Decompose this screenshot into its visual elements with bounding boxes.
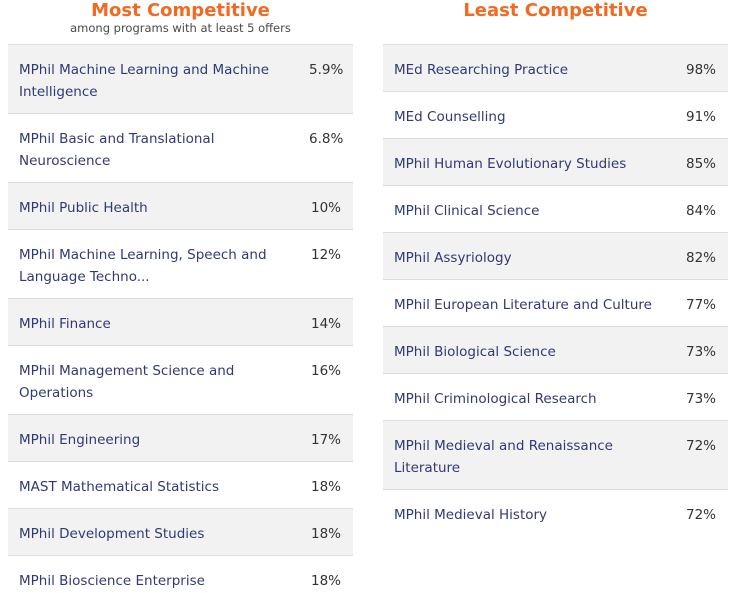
list-item: MPhil Finance 14% [8, 299, 353, 346]
list-item: MPhil Engineering 17% [8, 415, 353, 462]
acceptance-rate: 5.9% [309, 62, 344, 78]
program-link[interactable]: MPhil Assyriology [394, 250, 512, 266]
program-link[interactable]: MPhil Criminological Research [394, 391, 597, 407]
list-item: MAST Mathematical Statistics 18% [8, 462, 353, 509]
program-link[interactable]: MEd Counselling [394, 109, 506, 125]
least-competitive-list: MEd Researching Practice 98% MEd Counsel… [383, 44, 728, 537]
program-link[interactable]: MPhil Finance [19, 316, 111, 332]
program-link[interactable]: MPhil European Literature and Culture [394, 297, 652, 313]
list-item: MPhil Medieval and Renaissance Literatur… [383, 421, 728, 490]
most-competitive-list: MPhil Machine Learning and Machine Intel… [8, 44, 353, 593]
acceptance-rate: 84% [685, 203, 716, 219]
list-item: MPhil Human Evolutionary Studies 85% [383, 139, 728, 186]
list-item: MPhil Bioscience Enterprise 18% [8, 556, 353, 593]
acceptance-rate: 91% [685, 109, 716, 125]
acceptance-rate: 73% [685, 391, 716, 407]
program-link[interactable]: MAST Mathematical Statistics [19, 479, 219, 495]
list-item: MPhil Development Studies 18% [8, 509, 353, 556]
list-item: MPhil Criminological Research 73% [383, 374, 728, 421]
acceptance-rate: 77% [685, 297, 716, 313]
acceptance-rate: 72% [685, 507, 716, 523]
program-link[interactable]: MPhil Medieval History [394, 507, 548, 523]
acceptance-rate: 10% [310, 200, 341, 216]
acceptance-rate: 17% [310, 432, 341, 448]
program-link[interactable]: MPhil Engineering [19, 432, 141, 448]
acceptance-rate: 14% [310, 316, 341, 332]
program-link[interactable]: MPhil Machine Learning and Machine Intel… [19, 62, 270, 100]
least-competitive-title: Least Competitive [463, 0, 648, 21]
list-item: MPhil Medieval History 72% [383, 490, 728, 537]
list-item: MPhil Machine Learning, Speech and Langu… [8, 230, 353, 299]
program-link[interactable]: MPhil Bioscience Enterprise [19, 573, 205, 589]
program-link[interactable]: MPhil Machine Learning, Speech and Langu… [19, 247, 267, 285]
program-link[interactable]: MPhil Basic and Translational Neuroscien… [19, 131, 215, 169]
program-link[interactable]: MEd Researching Practice [394, 62, 569, 78]
most-competitive-header: Most Competitive among programs with at … [8, 0, 353, 44]
acceptance-rate: 72% [685, 438, 716, 454]
program-link[interactable]: MPhil Development Studies [19, 526, 205, 542]
most-competitive-title: Most Competitive [91, 0, 270, 21]
program-link[interactable]: MPhil Human Evolutionary Studies [394, 156, 627, 172]
list-item: MPhil Biological Science 73% [383, 327, 728, 374]
program-link[interactable]: MPhil Biological Science [394, 344, 556, 360]
program-link[interactable]: MPhil Medieval and Renaissance Literatur… [394, 438, 613, 476]
list-item: MPhil Management Science and Operations … [8, 346, 353, 415]
least-competitive-panel: Least Competitive MEd Researching Practi… [383, 0, 728, 537]
program-link[interactable]: MPhil Clinical Science [394, 203, 540, 219]
acceptance-rate: 82% [685, 250, 716, 266]
acceptance-rate: 18% [310, 479, 341, 495]
most-competitive-panel: Most Competitive among programs with at … [8, 0, 353, 593]
program-link[interactable]: MPhil Management Science and Operations [19, 363, 235, 401]
acceptance-rate: 18% [310, 526, 341, 542]
acceptance-rate: 98% [685, 62, 716, 78]
acceptance-rate: 16% [310, 363, 341, 379]
acceptance-rate: 12% [310, 247, 341, 263]
list-item: MPhil Basic and Translational Neuroscien… [8, 114, 353, 183]
acceptance-rate: 18% [310, 573, 341, 589]
list-item: MEd Counselling 91% [383, 92, 728, 139]
list-item: MPhil Public Health 10% [8, 183, 353, 230]
most-competitive-subtitle: among programs with at least 5 offers [70, 21, 291, 35]
program-link[interactable]: MPhil Public Health [19, 200, 148, 216]
acceptance-rate: 6.8% [309, 131, 344, 147]
list-item: MEd Researching Practice 98% [383, 45, 728, 92]
list-item: MPhil Assyriology 82% [383, 233, 728, 280]
list-item: MPhil Machine Learning and Machine Intel… [8, 45, 353, 114]
acceptance-rate: 85% [685, 156, 716, 172]
list-item: MPhil Clinical Science 84% [383, 186, 728, 233]
acceptance-rate: 73% [685, 344, 716, 360]
list-item: MPhil European Literature and Culture 77… [383, 280, 728, 327]
least-competitive-header: Least Competitive [383, 0, 728, 44]
